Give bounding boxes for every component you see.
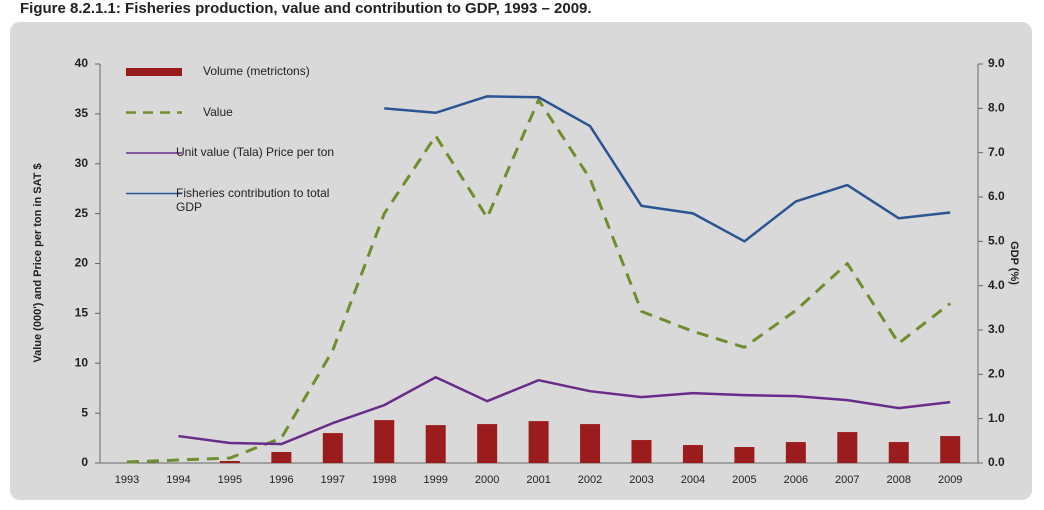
y2-axis-label: GDP (%): [1008, 241, 1020, 285]
legend-label-box: Fisheries contribution to total GDP: [176, 185, 330, 214]
y-tick-label: 10: [75, 355, 89, 369]
x-tick-label: 2006: [784, 474, 808, 486]
bar: [580, 424, 601, 463]
y2-tick-label: 3.0: [988, 322, 1005, 336]
bar: [837, 432, 858, 463]
bar: [477, 424, 498, 463]
y-tick-label: 40: [75, 56, 89, 70]
legend-label-box: Unit value (Tala) Price per ton: [176, 145, 335, 159]
y2-tick-label: 4.0: [988, 278, 1005, 292]
line: [126, 98, 952, 464]
x-tick-label: 1999: [423, 474, 447, 486]
legend-label-box: Volume (metrictons): [203, 64, 310, 78]
chart-title: Figure 8.2.1.1: Fisheries production, va…: [20, 0, 592, 17]
x-tick-label: 2002: [578, 474, 602, 486]
legend-label: Fisheries contribution to total GDP: [176, 185, 330, 214]
legend-label-box: Value: [203, 104, 233, 119]
bar: [682, 445, 703, 463]
x-tick-label: 2008: [887, 474, 911, 486]
x-tick-label: 1994: [166, 474, 190, 486]
y2-tick-label: 9.0: [988, 56, 1005, 70]
x-tick-label: 1993: [115, 474, 139, 486]
bar: [734, 447, 755, 463]
x-tick-label: 2004: [681, 474, 705, 486]
legend-label: Value: [203, 104, 233, 119]
legend-swatch: [126, 68, 182, 76]
x-tick-label: 2005: [732, 474, 756, 486]
y2-tick-label: 8.0: [988, 101, 1005, 115]
x-tick-label: 2001: [526, 474, 550, 486]
bar: [219, 461, 240, 463]
y2-tick-label: 5.0: [988, 234, 1005, 248]
x-tick-label: 2003: [629, 474, 653, 486]
line: [178, 375, 951, 446]
y2-tick-label: 1.0: [988, 411, 1005, 425]
bar: [785, 442, 806, 463]
bar: [888, 442, 909, 463]
x-tick-label: 2007: [835, 474, 859, 486]
bar: [374, 420, 395, 463]
bar: [528, 421, 549, 463]
y-tick-label: 15: [75, 306, 89, 320]
x-tick-label: 2000: [475, 474, 499, 486]
y-tick-label: 35: [75, 106, 89, 120]
x-tick-label: 1996: [269, 474, 293, 486]
y-tick-label: 30: [75, 156, 89, 170]
x-tick-label: 2009: [938, 474, 962, 486]
bar: [425, 425, 446, 463]
bar: [322, 433, 343, 463]
y-tick-label: 5: [81, 405, 88, 419]
y2-tick-label: 0.0: [988, 455, 1005, 469]
y-tick-label: 25: [75, 206, 89, 220]
y-axis-label: Value (000') and Price per ton in SAT $: [32, 163, 44, 362]
x-tick-label: 1998: [372, 474, 396, 486]
y2-tick-label: 7.0: [988, 145, 1005, 159]
bar: [271, 452, 292, 463]
y-tick-label: 20: [75, 256, 89, 270]
bar: [940, 436, 961, 463]
y-tick-label: 0: [81, 455, 88, 469]
x-tick-label: 1995: [218, 474, 242, 486]
y2-tick-label: 6.0: [988, 189, 1005, 203]
legend-label: Volume (metrictons): [203, 64, 310, 78]
chart-panel: [10, 22, 1032, 500]
x-tick-label: 1997: [321, 474, 345, 486]
y2-tick-label: 2.0: [988, 367, 1005, 381]
line: [384, 95, 951, 243]
legend-label: Unit value (Tala) Price per ton: [176, 145, 335, 159]
bar: [631, 440, 652, 463]
